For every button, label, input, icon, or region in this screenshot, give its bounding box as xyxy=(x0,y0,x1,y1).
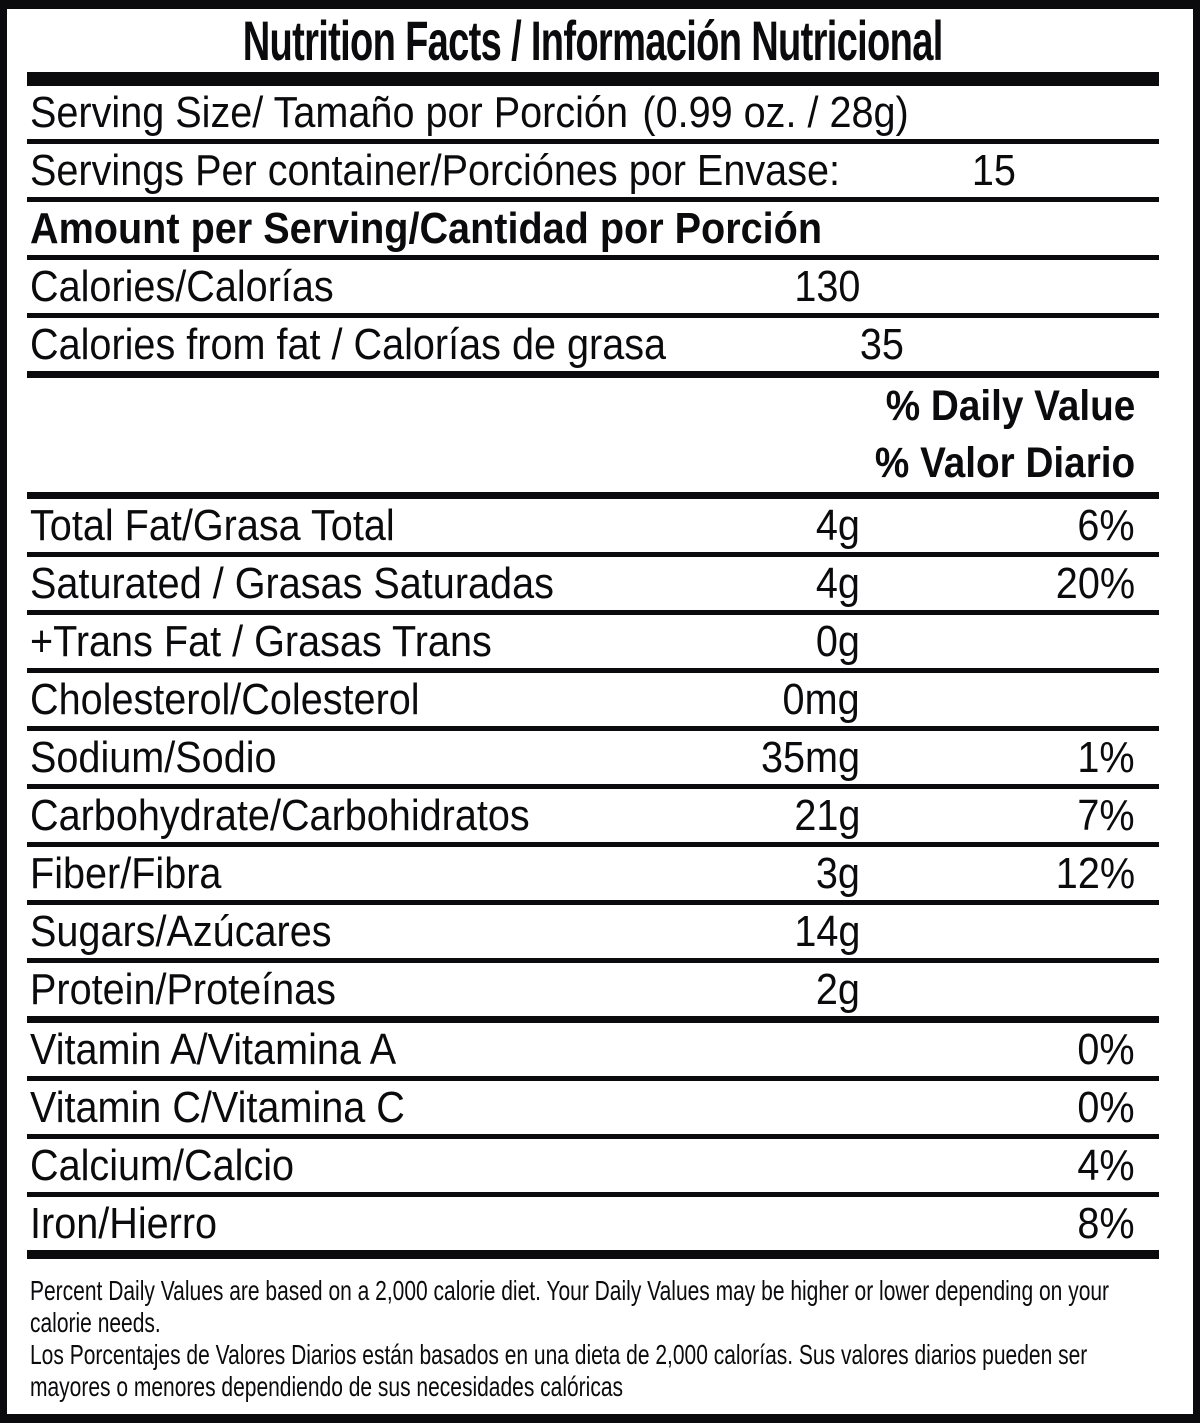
nutrient-row-protein: Protein/Proteínas 2g xyxy=(27,963,1159,1016)
nutrient-row-sugars: Sugars/Azúcares 14g xyxy=(27,905,1159,958)
divider-footnote xyxy=(27,1250,1159,1259)
vitamin-dv: 4% xyxy=(1077,1140,1135,1190)
nutrient-label: Total Fat/Grasa Total xyxy=(30,500,395,550)
nutrient-dv: 7% xyxy=(1077,790,1135,840)
divider-section xyxy=(27,1016,1159,1023)
nutrient-row-carbohydrate: Carbohydrate/Carbohidratos 21g 7% xyxy=(27,789,1159,842)
nutrient-dv: 20% xyxy=(1055,558,1135,608)
footnote-line: Los Porcentajes de Valores Diarios están… xyxy=(30,1339,1088,1370)
nutrient-amount: 14g xyxy=(793,906,860,956)
divider xyxy=(27,197,1159,202)
calories-value: 130 xyxy=(793,261,860,311)
footnote: Percent Daily Values are based on a 2,00… xyxy=(27,1259,1159,1414)
footnote-line: mayores o menores dependiendo de sus nec… xyxy=(30,1371,624,1402)
vitamin-row-calcium: Calcium/Calcio 4% xyxy=(27,1139,1159,1192)
calories-from-fat-value: 35 xyxy=(860,319,905,369)
nutrient-amount: 0g xyxy=(815,616,860,666)
nutrient-amount: 3g xyxy=(815,848,860,898)
daily-value-header-es: % Valor Diario xyxy=(874,439,1135,487)
serving-size-value: (0.99 oz. / 28g) xyxy=(642,87,909,137)
divider xyxy=(27,1134,1159,1139)
label-content: Nutrition Facts / Información Nutriciona… xyxy=(27,9,1159,1414)
divider xyxy=(27,784,1159,789)
nutrient-row-saturated-fat: Saturated / Grasas Saturadas 4g 20% xyxy=(27,557,1159,610)
nutrient-amount: 4g xyxy=(815,558,860,608)
nutrient-row-sodium: Sodium/Sodio 35mg 1% xyxy=(27,731,1159,784)
divider xyxy=(27,139,1159,144)
nutrient-label: Fiber/Fibra xyxy=(30,848,222,898)
daily-value-header-en: % Daily Value xyxy=(885,382,1135,430)
nutrient-label: Saturated / Grasas Saturadas xyxy=(30,558,554,608)
nutrient-dv: 12% xyxy=(1055,848,1135,898)
nutrient-label: Carbohydrate/Carbohidratos xyxy=(30,790,530,840)
nutrient-label: Sodium/Sodio xyxy=(30,732,277,782)
serving-size-row: Serving Size/ Tamaño por Porción (0.99 oz… xyxy=(27,86,1159,139)
daily-value-header-en-row: % Daily Value xyxy=(27,378,1159,435)
nutrient-row-cholesterol: Cholesterol/Colesterol 0mg xyxy=(27,673,1159,726)
vitamin-label: Vitamin A/Vitamina A xyxy=(30,1024,397,1074)
divider xyxy=(27,610,1159,615)
vitamin-row-vitamin-a: Vitamin A/Vitamina A 0% xyxy=(27,1023,1159,1076)
nutrient-label: Cholesterol/Colesterol xyxy=(30,674,420,724)
serving-size-label: Serving Size/ Tamaño por Porción xyxy=(30,87,628,137)
calories-label: Calories/Calorías xyxy=(30,261,334,311)
nutrient-row-fiber: Fiber/Fibra 3g 12% xyxy=(27,847,1159,900)
servings-per-container-label: Servings Per container/Porciónes por Env… xyxy=(30,145,841,195)
daily-value-header-es-row: % Valor Diario xyxy=(27,435,1159,492)
divider xyxy=(27,668,1159,673)
divider xyxy=(27,552,1159,557)
amount-per-serving-header: Amount per Serving/Cantidad por Porción xyxy=(30,203,823,253)
servings-per-container-row: Servings Per container/Porciónes por Env… xyxy=(27,144,1159,197)
vitamin-label: Iron/Hierro xyxy=(30,1198,218,1248)
divider xyxy=(27,842,1159,847)
nutrient-amount: 2g xyxy=(815,964,860,1014)
divider xyxy=(27,1076,1159,1081)
vitamin-label: Vitamin C/Vitamina C xyxy=(30,1082,405,1132)
vitamin-dv: 0% xyxy=(1077,1082,1135,1132)
divider xyxy=(27,900,1159,905)
divider xyxy=(27,1192,1159,1197)
divider-section xyxy=(27,371,1159,378)
nutrient-label: +Trans Fat / Grasas Trans xyxy=(30,616,492,666)
vitamin-label: Calcium/Calcio xyxy=(30,1140,295,1190)
divider xyxy=(27,726,1159,731)
amount-per-serving-header-row: Amount per Serving/Cantidad por Porción xyxy=(27,202,1159,255)
nutrient-amount: 4g xyxy=(815,500,860,550)
calories-from-fat-label: Calories from fat / Calorías de grasa xyxy=(30,319,667,369)
nutrient-label: Sugars/Azúcares xyxy=(30,906,332,956)
calories-from-fat-row: Calories from fat / Calorías de grasa 35 xyxy=(27,318,1159,371)
footnote-line: calorie needs. xyxy=(30,1307,161,1338)
title-row: Nutrition Facts / Información Nutriciona… xyxy=(27,9,1159,72)
vitamin-dv: 8% xyxy=(1077,1198,1135,1248)
nutrient-amount: 21g xyxy=(793,790,860,840)
vitamin-dv: 0% xyxy=(1077,1024,1135,1074)
divider xyxy=(27,313,1159,318)
vitamin-row-iron: Iron/Hierro 8% xyxy=(27,1197,1159,1250)
divider-title xyxy=(27,72,1159,86)
divider xyxy=(27,958,1159,963)
serving-size: Serving Size/ Tamaño por Porción (0.99 oz… xyxy=(27,88,1159,138)
footnote-line: Percent Daily Values are based on a 2,00… xyxy=(30,1275,1110,1306)
nutrient-dv: 6% xyxy=(1077,500,1135,550)
nutrient-dv: 1% xyxy=(1077,732,1135,782)
page-title: Nutrition Facts / Información Nutriciona… xyxy=(243,9,944,72)
nutrient-amount: 35mg xyxy=(760,732,860,782)
nutrient-amount: 0mg xyxy=(782,674,860,724)
servings-per-container-value: 15 xyxy=(972,145,1017,195)
vitamin-row-vitamin-c: Vitamin C/Vitamina C 0% xyxy=(27,1081,1159,1134)
nutrient-row-total-fat: Total Fat/Grasa Total 4g 6% xyxy=(27,499,1159,552)
divider xyxy=(27,255,1159,260)
calories-row: Calories/Calorías 130 xyxy=(27,260,1159,313)
nutrient-label: Protein/Proteínas xyxy=(30,964,336,1014)
nutrient-row-trans-fat: +Trans Fat / Grasas Trans 0g xyxy=(27,615,1159,668)
divider-section xyxy=(27,492,1159,499)
